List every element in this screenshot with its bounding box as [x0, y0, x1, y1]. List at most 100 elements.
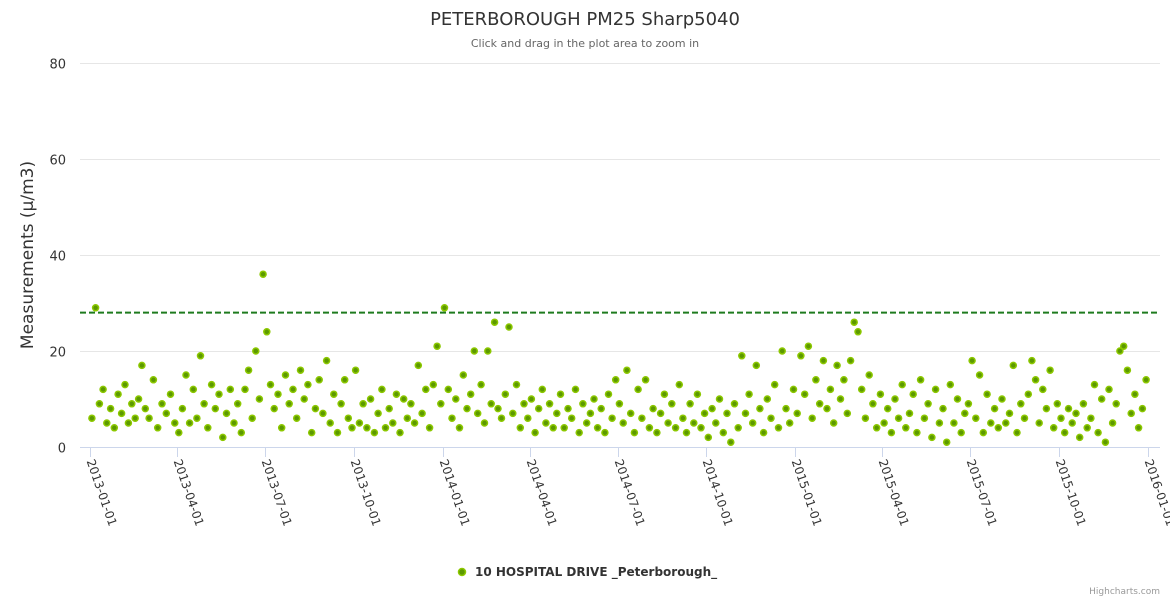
data-point[interactable] [778, 347, 786, 355]
data-point[interactable] [797, 352, 805, 360]
data-point[interactable] [99, 385, 107, 394]
data-point[interactable] [263, 328, 271, 336]
data-point[interactable] [846, 356, 855, 365]
data-point[interactable] [998, 395, 1006, 403]
data-point[interactable] [319, 409, 327, 418]
data-point[interactable] [1134, 424, 1143, 432]
data-point[interactable] [763, 395, 772, 403]
data-point[interactable] [463, 404, 471, 413]
data-point[interactable] [396, 428, 404, 437]
data-point[interactable] [141, 404, 150, 413]
data-point[interactable] [668, 400, 676, 408]
data-point[interactable] [1028, 356, 1036, 365]
data-point[interactable] [887, 428, 896, 437]
data-point[interactable] [586, 409, 595, 418]
data-point[interactable] [1083, 424, 1091, 432]
data-point[interactable] [708, 404, 716, 413]
data-point[interactable] [700, 409, 709, 418]
data-point[interactable] [601, 428, 609, 437]
data-point[interactable] [1097, 395, 1106, 403]
data-point[interactable] [1119, 342, 1128, 350]
data-point[interactable] [738, 352, 746, 360]
data-point[interactable] [1075, 433, 1084, 442]
data-point[interactable] [410, 419, 419, 427]
data-point[interactable] [983, 390, 991, 398]
data-point[interactable] [494, 404, 502, 413]
data-point[interactable] [124, 419, 133, 427]
data-point[interactable] [785, 419, 794, 427]
data-point[interactable] [241, 385, 249, 394]
data-point[interactable] [883, 404, 892, 413]
data-point[interactable] [1112, 400, 1120, 408]
data-point[interactable] [556, 390, 565, 398]
data-point[interactable] [366, 395, 375, 403]
data-point[interactable] [553, 409, 561, 418]
data-point[interactable] [638, 414, 646, 422]
data-point[interactable] [829, 419, 838, 427]
data-point[interactable] [916, 376, 925, 384]
data-point[interactable] [337, 400, 345, 408]
data-point[interactable] [274, 390, 282, 398]
data-point[interactable] [913, 428, 921, 437]
data-point[interactable] [266, 380, 275, 389]
data-point[interactable] [106, 404, 115, 413]
data-point[interactable] [520, 400, 528, 408]
data-point[interactable] [719, 428, 728, 437]
data-point[interactable] [1068, 419, 1076, 427]
data-point[interactable] [311, 404, 320, 413]
data-point[interactable] [656, 409, 665, 418]
data-point[interactable] [252, 347, 260, 355]
data-point[interactable] [444, 385, 453, 394]
data-point[interactable] [567, 414, 576, 422]
data-point[interactable] [333, 428, 342, 437]
data-point[interactable] [836, 395, 845, 403]
data-point[interactable] [233, 400, 242, 408]
data-point[interactable] [1090, 380, 1099, 389]
data-point[interactable] [425, 424, 434, 432]
data-point[interactable] [715, 395, 724, 403]
data-point[interactable] [433, 342, 441, 350]
data-point[interactable] [534, 404, 543, 413]
data-point[interactable] [968, 356, 976, 365]
data-point[interactable] [987, 419, 995, 427]
data-point[interactable] [608, 414, 616, 422]
data-point[interactable] [399, 395, 408, 403]
data-point[interactable] [95, 400, 104, 408]
data-point[interactable] [414, 361, 423, 370]
data-point[interactable] [920, 414, 929, 422]
data-point[interactable] [800, 390, 809, 398]
data-point[interactable] [407, 400, 415, 408]
data-point[interactable] [690, 419, 698, 427]
data-point[interactable] [712, 419, 720, 427]
data-point[interactable] [385, 404, 393, 413]
data-point[interactable] [653, 428, 661, 437]
data-point[interactable] [166, 390, 175, 398]
data-point[interactable] [564, 404, 572, 413]
data-point[interactable] [1138, 404, 1147, 413]
data-point[interactable] [664, 419, 672, 427]
data-point[interactable] [939, 404, 947, 413]
data-point[interactable] [942, 438, 951, 446]
data-point[interactable] [211, 404, 220, 413]
data-point[interactable] [149, 376, 158, 384]
data-point[interactable] [307, 428, 316, 437]
data-point[interactable] [292, 414, 301, 422]
data-point[interactable] [344, 414, 353, 422]
data-point[interactable] [575, 428, 583, 437]
data-point[interactable] [1024, 390, 1033, 398]
data-point[interactable] [422, 385, 430, 394]
data-point[interactable] [1064, 404, 1073, 413]
data-point[interactable] [741, 409, 750, 418]
data-point[interactable] [131, 414, 139, 422]
data-point[interactable] [185, 419, 194, 427]
data-point[interactable] [484, 347, 492, 355]
data-point[interactable] [928, 433, 936, 442]
data-point[interactable] [1020, 414, 1029, 422]
data-point[interactable] [304, 380, 312, 389]
data-point[interactable] [175, 428, 183, 437]
data-point[interactable] [840, 376, 848, 384]
data-point[interactable] [480, 419, 489, 427]
data-point[interactable] [497, 414, 506, 422]
data-point[interactable] [693, 390, 702, 398]
